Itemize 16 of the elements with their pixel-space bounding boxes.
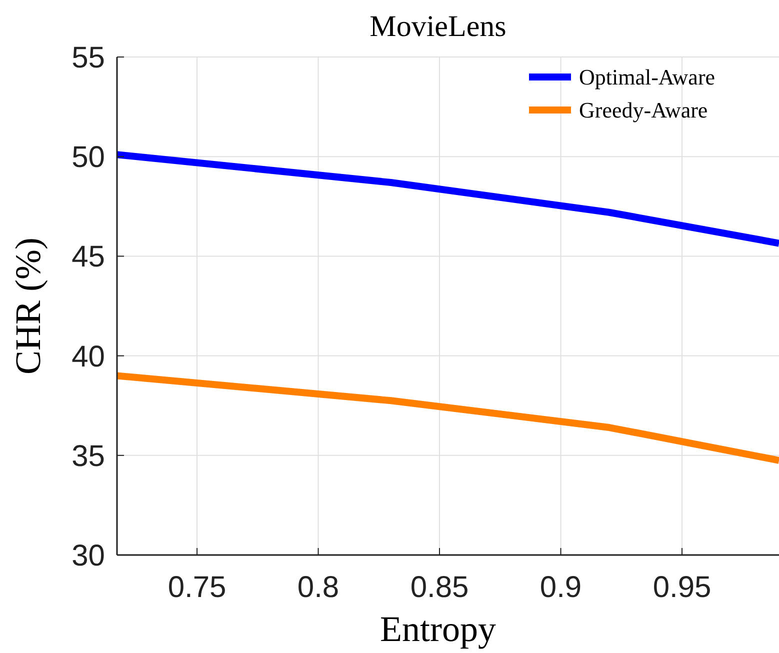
x-tick-label: 0.95 <box>652 571 712 604</box>
x-axis-title: Entropy <box>380 609 496 649</box>
y-tick-label: 55 <box>72 42 105 74</box>
x-tick-label: 0.85 <box>410 571 469 604</box>
y-tick-label: 50 <box>72 141 105 174</box>
legend-label: Optimal-Aware <box>579 64 716 90</box>
chart-title: MovieLens <box>370 10 506 43</box>
y-tick-label: 35 <box>72 440 105 473</box>
x-tick-label: 0.9 <box>540 571 582 604</box>
x-tick-label: 0.8 <box>297 571 340 604</box>
y-axis-title: CHR (%) <box>8 238 48 374</box>
y-tick-label: 45 <box>72 240 105 274</box>
y-tick-label: 40 <box>72 340 105 374</box>
x-tick-label: 0.75 <box>168 571 226 604</box>
legend-label: Greedy-Aware <box>579 98 708 123</box>
y-tick-label: 30 <box>72 540 105 572</box>
